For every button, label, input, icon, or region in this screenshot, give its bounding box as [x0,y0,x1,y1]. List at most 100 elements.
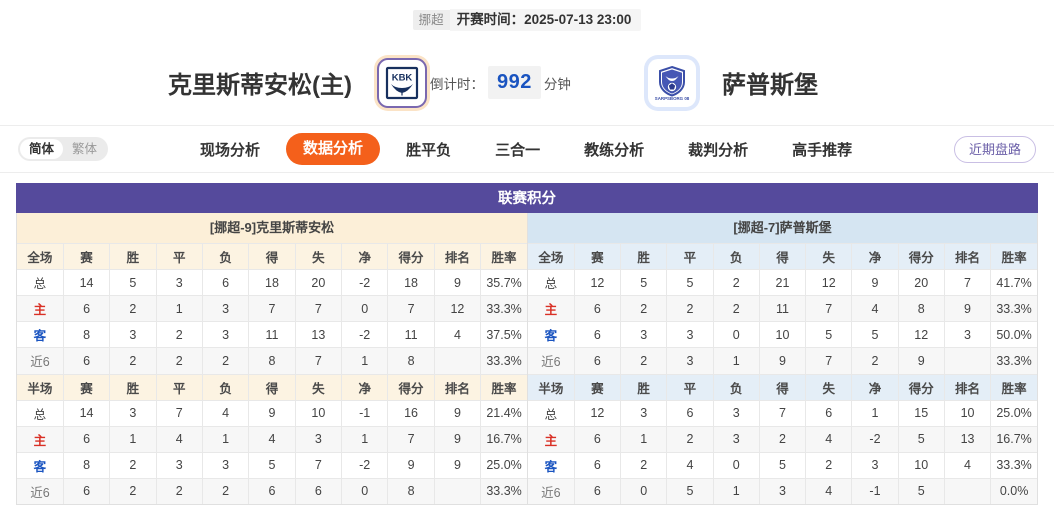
home-half-head: 半场 赛 胜 平 负 得 失 净 得分 排名 胜率 [17,373,527,400]
away-team[interactable]: SARPSBORG 08 萨普斯堡 [624,54,1054,111]
table-cell: 9 [944,295,992,322]
table-cell: 3 [851,451,899,478]
table-cell: 1 [713,347,760,374]
table-cell: 6 [202,269,250,296]
col-rank: 排名 [944,243,992,270]
col-win-rate: 胜率 [990,243,1037,270]
table-cell: 8 [248,347,296,374]
lang-traditional[interactable]: 繁体 [72,142,98,156]
table-cell: 9 [851,269,899,296]
league-standings-panel: 联赛积分 [挪超-9]克里斯蒂安松 全场 赛 胜 平 负 得 失 净 得分 [0,173,1054,505]
row-scope-label: 近6 [528,477,575,504]
tab-coach-analysis[interactable]: 教练分析 [584,141,645,159]
table-cell: 3 [295,425,343,452]
table-cell: 0 [713,321,760,348]
col-win: 胜 [620,373,668,400]
row-scope-label: 总 [17,399,64,426]
table-cell: 9 [898,347,945,374]
table-cell: 50.0% [990,321,1037,348]
table-cell: 18 [387,269,435,296]
row-scope-label: 客 [528,451,575,478]
col-win-rate: 胜率 [480,243,527,270]
panel-title: 联赛积分 [16,183,1038,213]
table-cell: 33.3% [480,295,527,322]
table-cell: 2 [805,451,853,478]
row-scope-label: 近6 [528,347,575,374]
table-row: 主 6 2 1 3 7 7 0 7 12 33.3% [17,295,527,322]
lang-simplified[interactable]: 简体 [20,139,64,159]
table-cell: -2 [341,269,389,296]
table-cell: 33.3% [480,477,527,504]
col-goal-diff: 净 [341,373,389,400]
table-cell: 3 [202,295,250,322]
home-team[interactable]: 克里斯蒂安松(主) KBK [0,54,430,111]
tab-three-in-one[interactable]: 三合一 [495,141,541,159]
col-points: 得分 [387,373,435,400]
col-win: 胜 [620,243,668,270]
table-cell: 2 [109,295,157,322]
home-standings-band: [挪超-9]克里斯蒂安松 [17,213,527,243]
table-cell: 15 [898,399,945,426]
col-played: 赛 [63,373,111,400]
table-cell: 20 [295,269,343,296]
col-goal-diff: 净 [341,243,389,270]
table-cell: 2 [759,425,807,452]
table-cell: 33.3% [990,347,1037,374]
col-points: 得分 [898,243,945,270]
table-cell: 9 [434,451,482,478]
table-cell: 4 [248,425,296,452]
table-header-row: 全场 赛 胜 平 负 得 失 净 得分 排名 胜率 [17,243,527,270]
away-standings-block: [挪超-7]萨普斯堡 全场 赛 胜 平 负 得 失 净 得分 排名 胜率 [527,213,1038,505]
language-toggle[interactable]: 简体 繁体 [18,137,109,161]
tab-live-analysis[interactable]: 现场分析 [200,141,261,159]
table-cell: 7 [295,451,343,478]
col-goals-for: 得 [248,243,296,270]
tab-data-analysis[interactable]: 数据分析 [286,133,381,165]
countdown: 倒计时： 992 分钟 [430,66,571,99]
col-loss: 负 [202,373,250,400]
table-cell: 1 [851,399,899,426]
col-win: 胜 [109,243,157,270]
tab-win-draw-loss[interactable]: 胜平负 [406,141,452,159]
table-cell: 4 [851,295,899,322]
kickoff-time: 开赛时间：2025-07-13 23:00 [449,9,642,31]
table-row: 总 12 3 6 3 7 6 1 15 10 25.0% [528,399,1037,426]
tab-referee-analysis[interactable]: 裁判分析 [688,141,749,159]
standings-tables: [挪超-9]克里斯蒂安松 全场 赛 胜 平 负 得 失 净 得分 排名 胜率 [16,213,1038,505]
table-cell: 12 [898,321,945,348]
tab-expert-picks[interactable]: 高手推荐 [792,141,853,159]
table-cell: 6 [574,347,622,374]
table-row: 主 6 2 2 2 11 7 4 8 9 33.3% [528,295,1037,322]
table-cell: 10 [295,399,343,426]
table-cell: 25.0% [480,451,527,478]
table-cell: 2 [156,477,203,504]
col-goals-against: 失 [805,373,853,400]
col-played: 赛 [574,243,622,270]
table-cell: 21.4% [480,399,527,426]
col-goal-diff: 净 [851,373,899,400]
table-cell: 1 [713,477,760,504]
away-half-body: 总 12 3 6 3 7 6 1 15 10 25.0% 主 6 1 2 3 2 4 -2 5 13 16.7% 客 6 2 4 0… [528,399,1037,504]
table-cell: 5 [109,269,157,296]
away-half-table: 半场 赛 胜 平 负 得 失 净 得分 排名 胜率 总 12 3 6 3 7 6 1 15 10 2… [528,373,1037,504]
row-scope-label: 总 [17,269,64,296]
table-cell: 3 [620,321,668,348]
navigation-bar: 简体 繁体 现场分析 数据分析 胜平负 三合一 教练分析 裁判分析 高手推荐 近… [0,125,1054,173]
table-cell: -1 [851,477,899,504]
table-cell [944,477,992,504]
match-meta-bar: 挪超 开赛时间：2025-07-13 23:00 [0,0,1054,40]
recent-odds-button[interactable]: 近期盘路 [953,135,1036,163]
table-cell: 9 [248,399,296,426]
away-full-table: 全场 赛 胜 平 负 得 失 净 得分 排名 胜率 总 12 5 5 2 21 12 9 20 7… [528,243,1037,374]
table-cell: 3 [759,477,807,504]
table-cell: 12 [434,295,482,322]
table-cell: 37.5% [480,321,527,348]
col-rank: 排名 [944,373,992,400]
table-cell: 8 [63,451,111,478]
table-cell: 5 [898,425,945,452]
col-goals-for: 得 [759,373,807,400]
table-cell: 11 [759,295,807,322]
table-cell: 2 [666,425,714,452]
home-half-table: 半场 赛 胜 平 负 得 失 净 得分 排名 胜率 总 14 3 7 4 9 10 -1 16 9… [17,373,527,504]
table-cell: 3 [666,321,714,348]
